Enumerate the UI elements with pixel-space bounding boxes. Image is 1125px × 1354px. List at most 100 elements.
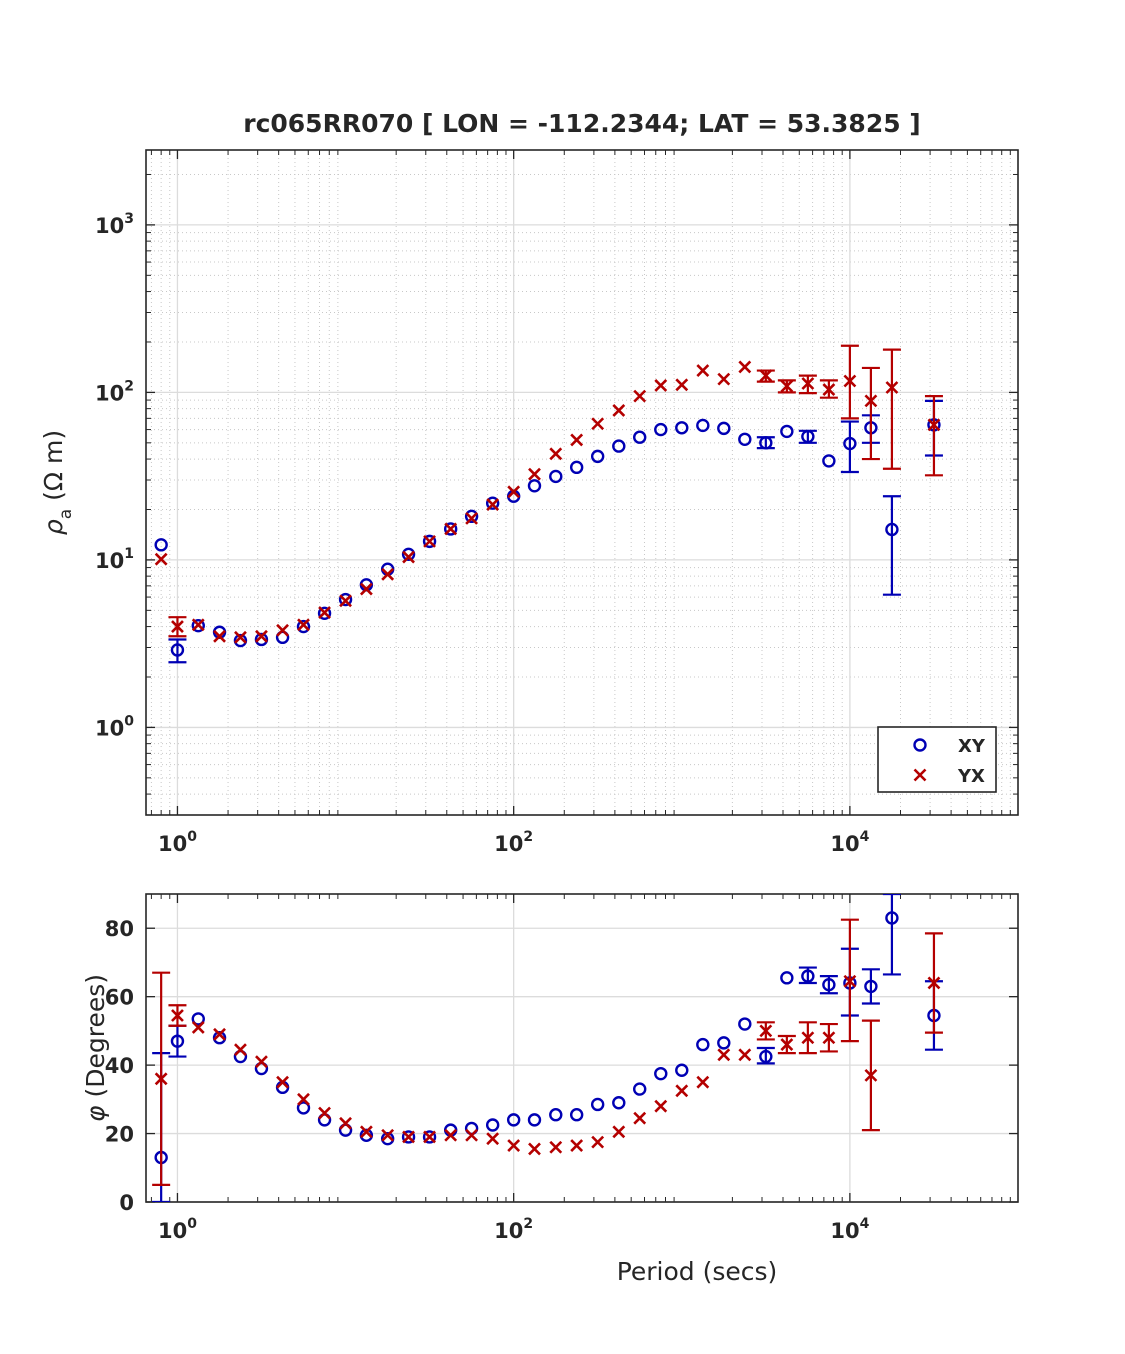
rho-plot-series-xy-point (759, 436, 773, 450)
rho-plot-series-xy-point (317, 606, 332, 621)
phase-plot-background (146, 894, 1018, 1202)
rho-plot-series-xy-point (822, 454, 836, 468)
rho-plot-series-xy-point (738, 432, 752, 446)
phase-plot-series-yx-point (255, 1055, 268, 1069)
phase-plot-y-tick-label: 0 (119, 1191, 134, 1215)
rho-plot-series-yx-point (359, 582, 373, 596)
phase-plot-series-xy-point (485, 1118, 500, 1132)
phase-plot-series-yx-point (822, 1031, 836, 1045)
phase-plot-series-yx-point (591, 1135, 605, 1149)
rho-plot-series-xy-point (549, 469, 563, 484)
rho-plot-series-xy-point (569, 460, 584, 475)
rho-plot-series-xy-point (233, 633, 248, 648)
phase-plot-series-yx-point (234, 1043, 247, 1057)
phase-plot-series-yx-point (927, 976, 941, 990)
phase-plot-series-yx-point (528, 1142, 541, 1156)
rho-plot-y-tick-label: 102 (95, 378, 134, 405)
rho-plot-series-yx-point (465, 511, 479, 525)
phase-plot-series-xy-point (422, 1130, 437, 1144)
rho-plot-series-yx-point (780, 379, 794, 393)
rho-plot-series-yx-point (528, 467, 541, 481)
phase-plot-x-tick-label: 104 (830, 1216, 869, 1243)
phase-plot-y-tick-label: 80 (105, 917, 134, 941)
phase-plot-y-tick-label: 20 (105, 1123, 134, 1147)
phase-plot-series-xy-point (380, 1131, 395, 1146)
phase-plot-series-yx-point (171, 1009, 184, 1022)
phase-plot-series-yx-point (738, 1048, 752, 1062)
rho-plot-series-yx-point (171, 620, 184, 633)
rho-plot-series-xy-point (654, 422, 668, 437)
rho-plot-series-yx-point (885, 381, 899, 394)
rho-plot-series-yx-point (402, 550, 415, 564)
phase-plot-series-xy-point (675, 1063, 689, 1077)
phase-plot-series-yx-point (423, 1130, 436, 1144)
rho-plot-series-yx-point (675, 378, 689, 392)
phase-plot-series-yx-point (633, 1111, 647, 1125)
phase-plot-series-xy-point (738, 1017, 752, 1031)
rho-plot-series-yx-point (570, 433, 584, 447)
rho-plot-series-yx-point (423, 534, 436, 548)
phase-plot-x-tick-label: 100 (158, 1216, 197, 1243)
legend-box (877, 726, 997, 793)
rho-plot-series-yx-point (864, 394, 878, 408)
phase-plot-series-yx-point (675, 1084, 689, 1098)
rho-plot-series-yx-point (255, 629, 268, 643)
rho-plot-series-yx-point (507, 485, 521, 499)
rho-plot-series-xy-point (801, 429, 815, 444)
phase-plot-series-yx-point (276, 1075, 289, 1089)
rho-plot-series-xy-point (717, 421, 731, 436)
phase-plot-series-yx-point (780, 1038, 794, 1051)
bottom-plot-xlabel: Period (secs) (617, 1257, 778, 1286)
legend-label-xy: XY (958, 736, 986, 757)
phase-plot-data (152, 894, 943, 1202)
rho-plot-axes: 100 102 104 100 101 102 103 ρa (Ω m) XY YX (39, 149, 1019, 856)
rho-plot-series-xy-point (696, 418, 710, 433)
rho-plot-series-yx-point (759, 369, 773, 383)
rho-plot-series-xy-point (633, 430, 647, 444)
phase-plot-series-yx-point (213, 1027, 226, 1041)
phase-plot-series-yx-point (654, 1099, 668, 1113)
phase-plot-series-xy-point (654, 1066, 668, 1081)
phase-plot-series-xy-point (759, 1049, 773, 1064)
phase-plot-series-yx-point (402, 1130, 415, 1144)
phase-plot-series-yx-point (843, 974, 857, 988)
phase-plot-series-yx-point (801, 1031, 815, 1045)
phase-plot-series-yx-point (612, 1125, 626, 1139)
rho-plot-series-yx-point (738, 360, 752, 374)
phase-plot-series-xy-point (590, 1097, 605, 1112)
rho-plot-series-xy-point (780, 424, 794, 439)
rho-plot-background (146, 150, 1018, 815)
phase-plot-frame (145, 893, 1019, 1203)
rho-plot-x-tick-label: 102 (494, 829, 533, 856)
phase-plot-series-xy-point (191, 1012, 205, 1026)
phase-plot-series-xy-point (780, 971, 794, 985)
phase-plot-series-xy-point (506, 1113, 521, 1127)
rho-plot-frame (145, 149, 1019, 816)
rho-plot-series-yx-point (486, 498, 500, 511)
rho-plot-series-xy-point (296, 619, 311, 634)
rho-plot-series-yx-point (633, 389, 647, 403)
phase-plot-ylabel: φ (Degrees) (81, 974, 110, 1122)
rho-plot-series-yx-point (276, 623, 289, 637)
rho-plot-ylabel: ρa (Ω m) (39, 430, 76, 535)
rho-plot-series-xy-point (338, 592, 353, 607)
phase-plot-x-tick-label: 102 (494, 1216, 533, 1243)
rho-plot-series-yx-point (213, 629, 226, 643)
rho-plot-y-tick-label: 103 (95, 211, 134, 238)
rho-plot-x-tick-label: 104 (830, 829, 869, 856)
rho-plot-series-yx-point (549, 447, 563, 461)
rho-plot-series-yx-point (654, 379, 668, 392)
rho-plot-series-xy-point (443, 522, 458, 536)
rho-plot-series-yx-point (927, 418, 941, 432)
rho-plot-y-tick-label: 101 (95, 546, 134, 573)
phase-plot-series-yx-point (696, 1075, 710, 1089)
phase-plot-series-xy-point (885, 911, 899, 925)
phase-plot-series-xy-point (359, 1128, 374, 1142)
phase-plot-series-yx (152, 918, 943, 1186)
phase-plot-y-tick-label: 60 (105, 986, 134, 1010)
rho-plot-series-yx-point (234, 630, 247, 644)
rho-plot-series-yx-point (801, 377, 815, 390)
rho-plot-series-xy-point (170, 643, 185, 657)
rho-plot-series-xy-point (843, 436, 857, 451)
